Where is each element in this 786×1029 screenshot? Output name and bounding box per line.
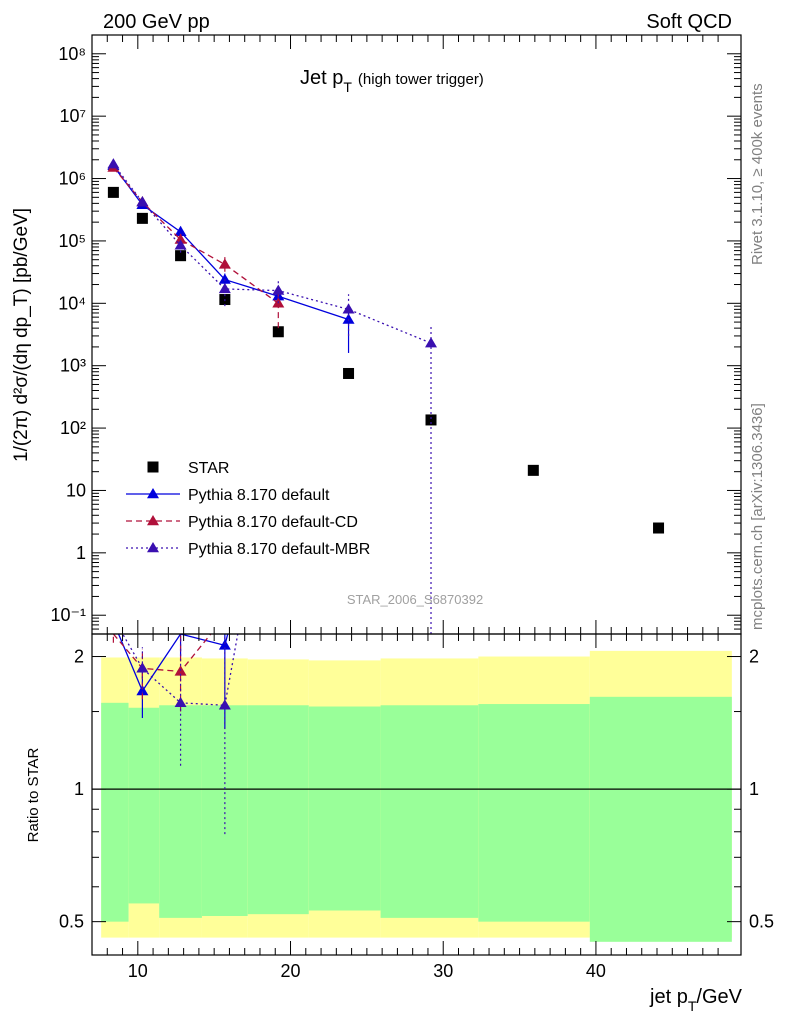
data-point	[272, 284, 285, 295]
x-axis-label-tail: /GeV	[696, 986, 742, 1008]
legend-marker	[147, 515, 159, 526]
ratio-frame	[91, 633, 742, 956]
y-tick-label: 10⁶	[59, 169, 86, 189]
ratio-band-green	[201, 705, 248, 917]
data-point	[107, 158, 120, 169]
y-tick-label: 10⁷	[59, 106, 86, 126]
x-tick-label: 10	[128, 961, 148, 981]
data-point-star	[136, 212, 148, 224]
ratio-panel	[92, 650, 741, 942]
legend-marker	[147, 461, 159, 473]
chart-title-note: (high tower trigger)	[358, 71, 484, 88]
analysis-watermark: STAR_2006_S6870392	[347, 592, 483, 607]
ratio-data-point	[218, 639, 231, 650]
ratio-band-green	[478, 704, 590, 922]
legend-label: Pythia 8.170 default	[188, 487, 330, 504]
legend-marker	[147, 542, 159, 553]
legend-label: Pythia 8.170 default-CD	[188, 514, 358, 531]
ratio-y-tick-label-right: 1	[749, 779, 759, 799]
ratio-y-axis-label: Ratio to STAR	[25, 747, 42, 842]
y-tick-label: 10	[66, 480, 86, 500]
ratio-y-tick-label-right: 2	[749, 647, 759, 667]
header-right: Soft QCD	[646, 11, 732, 33]
ratio-band-green	[589, 696, 732, 942]
data-point	[174, 225, 187, 237]
ratio-data-point	[174, 696, 187, 708]
ratio-series-line	[121, 634, 239, 706]
x-axis-label-main: jet p	[649, 986, 688, 1008]
ratio-band-green	[159, 705, 202, 918]
x-axis-label-subscript: T	[688, 998, 697, 1014]
series-line	[112, 163, 432, 344]
series-line	[112, 167, 279, 304]
ratio-band-green	[128, 707, 160, 904]
ratio-band-green	[247, 705, 309, 915]
data-point-star	[272, 326, 284, 338]
data-point	[136, 196, 149, 207]
y-tick-label: 10⁸	[58, 44, 86, 64]
ratio-data-point	[136, 662, 149, 673]
data-point-star	[343, 367, 355, 379]
y-axis-label: 1/(2π) d²σ/(dη dp_T) [pb/GeV]	[11, 208, 32, 462]
rivet-version-text: Rivet 3.1.10, ≥ 400k events	[749, 83, 766, 265]
ratio-band-green	[380, 705, 479, 918]
chart-title: Jet pT (high tower trigger)	[300, 67, 484, 95]
data-point	[174, 239, 187, 250]
x-tick-label: 20	[281, 961, 301, 981]
legend-label: Pythia 8.170 default-MBR	[188, 541, 370, 558]
ratio-panel-series	[112, 634, 239, 835]
x-tick-label: 40	[586, 961, 606, 981]
y-tick-label: 1	[76, 543, 86, 563]
ratio-series-line	[117, 634, 229, 693]
mcplots-credit-text: mcplots.cern.ch [arXiv:1306.3436]	[749, 403, 766, 630]
ratio-y-tick-label: 0.5	[59, 912, 84, 932]
y-tick-label: 10³	[60, 356, 86, 376]
y-tick-label: 10²	[60, 418, 86, 438]
series-line	[112, 165, 349, 321]
ratio-panel-axes: 10 20 30 40 0.5 0.5 1 1 2 2	[59, 633, 774, 981]
chart-title-main: Jet p	[300, 67, 343, 89]
ratio-data-point	[136, 685, 149, 696]
ratio-y-tick-label: 1	[74, 779, 84, 799]
header-left: 200 GeV pp	[103, 11, 210, 33]
legend: STAR Pythia 8.170 default Pythia 8.170 def…	[126, 460, 370, 558]
data-point	[342, 303, 355, 314]
data-point-star	[107, 186, 119, 198]
ratio-band-green	[308, 706, 381, 911]
data-point-star	[175, 250, 187, 262]
y-tick-label: 10⁻¹	[50, 605, 86, 625]
top-panel-series	[107, 158, 665, 634]
ratio-y-tick-label: 2	[74, 647, 84, 667]
x-axis-label: jet pT/GeV	[649, 986, 743, 1014]
data-point	[218, 258, 231, 269]
ratio-band-green	[101, 702, 129, 922]
y-tick-label: 10⁴	[58, 293, 86, 313]
y-tick-label: 10⁵	[59, 231, 86, 251]
data-point	[425, 337, 438, 348]
legend-marker	[147, 488, 159, 499]
data-point	[218, 282, 231, 294]
data-point	[218, 273, 231, 284]
ratio-data-point	[218, 699, 231, 710]
data-point-star	[653, 522, 665, 534]
chart-title-subscript: T	[343, 79, 352, 95]
data-point-star	[527, 464, 539, 476]
x-tick-label: 30	[433, 961, 453, 981]
legend-label: STAR	[188, 460, 229, 477]
data-point-star	[425, 414, 437, 426]
ratio-series-line	[112, 634, 212, 673]
ratio-y-tick-label-right: 0.5	[749, 912, 774, 932]
data-point	[342, 313, 355, 324]
